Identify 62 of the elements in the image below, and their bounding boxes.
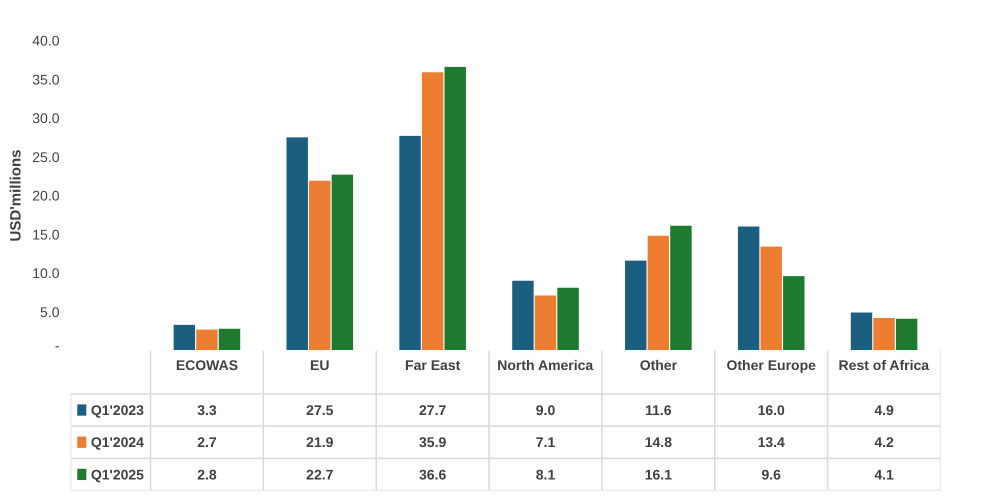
bar [422, 72, 444, 350]
y-tick-label: 40.0 [32, 32, 60, 48]
data-label: 7.1 [536, 434, 556, 450]
data-label: 9.6 [761, 466, 782, 482]
bar [218, 328, 240, 350]
bar [648, 236, 670, 350]
x-tick-label: Rest of Africa [838, 356, 930, 373]
y-tick-label: 30.0 [32, 110, 60, 126]
y-axis-title: USD'millions [7, 150, 24, 242]
bar [738, 226, 760, 350]
bar [896, 318, 918, 350]
bar [760, 246, 782, 350]
bar [783, 276, 805, 350]
x-tick-label: North America [497, 356, 594, 373]
legend-label: Q1'2023 [90, 402, 144, 418]
data-label: 14.8 [644, 434, 672, 450]
data-label: 35.9 [419, 434, 446, 450]
legend-label: Q1'2025 [90, 466, 144, 482]
bar [873, 318, 895, 350]
data-label: 11.6 [645, 402, 672, 418]
y-tick-label: - [54, 338, 60, 354]
data-label: 4.1 [874, 466, 894, 482]
y-tick-label: 20.0 [32, 188, 60, 204]
data-label: 8.1 [536, 466, 556, 482]
bar [557, 288, 579, 350]
bar [332, 174, 354, 350]
y-tick-label: 15.0 [32, 226, 60, 242]
legend-label: Q1'2024 [90, 434, 144, 450]
data-label: 27.7 [419, 402, 446, 418]
data-label: 16.1 [644, 466, 672, 482]
data-label: 27.5 [306, 402, 334, 418]
bar [399, 136, 421, 350]
bar [512, 280, 534, 350]
data-label: 4.9 [874, 402, 894, 418]
data-label: 16.0 [758, 402, 786, 418]
x-tick-label: ECOWAS [176, 356, 238, 373]
x-tick-label: EU [310, 356, 330, 373]
x-tick-label: Far East [405, 356, 461, 373]
y-tick-label: 10.0 [32, 265, 60, 281]
y-tick-label: 35.0 [32, 71, 60, 88]
bar [670, 226, 692, 350]
data-label: 21.9 [306, 434, 334, 450]
bar [625, 260, 647, 350]
data-label: 22.7 [306, 466, 334, 482]
data-label: 9.0 [536, 402, 556, 418]
x-tick-label: Other Europe [726, 356, 816, 373]
data-label: 2.8 [197, 466, 217, 482]
data-label: 13.4 [758, 434, 786, 450]
bar [444, 66, 466, 350]
bar [850, 312, 872, 350]
data-label: 2.7 [197, 434, 217, 450]
bar [534, 295, 556, 350]
bar [286, 137, 308, 350]
y-tick-label: 5.0 [40, 304, 60, 320]
y-tick-label: 25.0 [32, 148, 60, 165]
bar [309, 180, 331, 350]
bar [196, 330, 218, 350]
data-label: 36.6 [419, 466, 446, 482]
x-tick-label: Other [640, 356, 678, 373]
data-label: 3.3 [197, 402, 217, 418]
bar [174, 324, 196, 350]
data-label: 4.2 [874, 434, 894, 450]
